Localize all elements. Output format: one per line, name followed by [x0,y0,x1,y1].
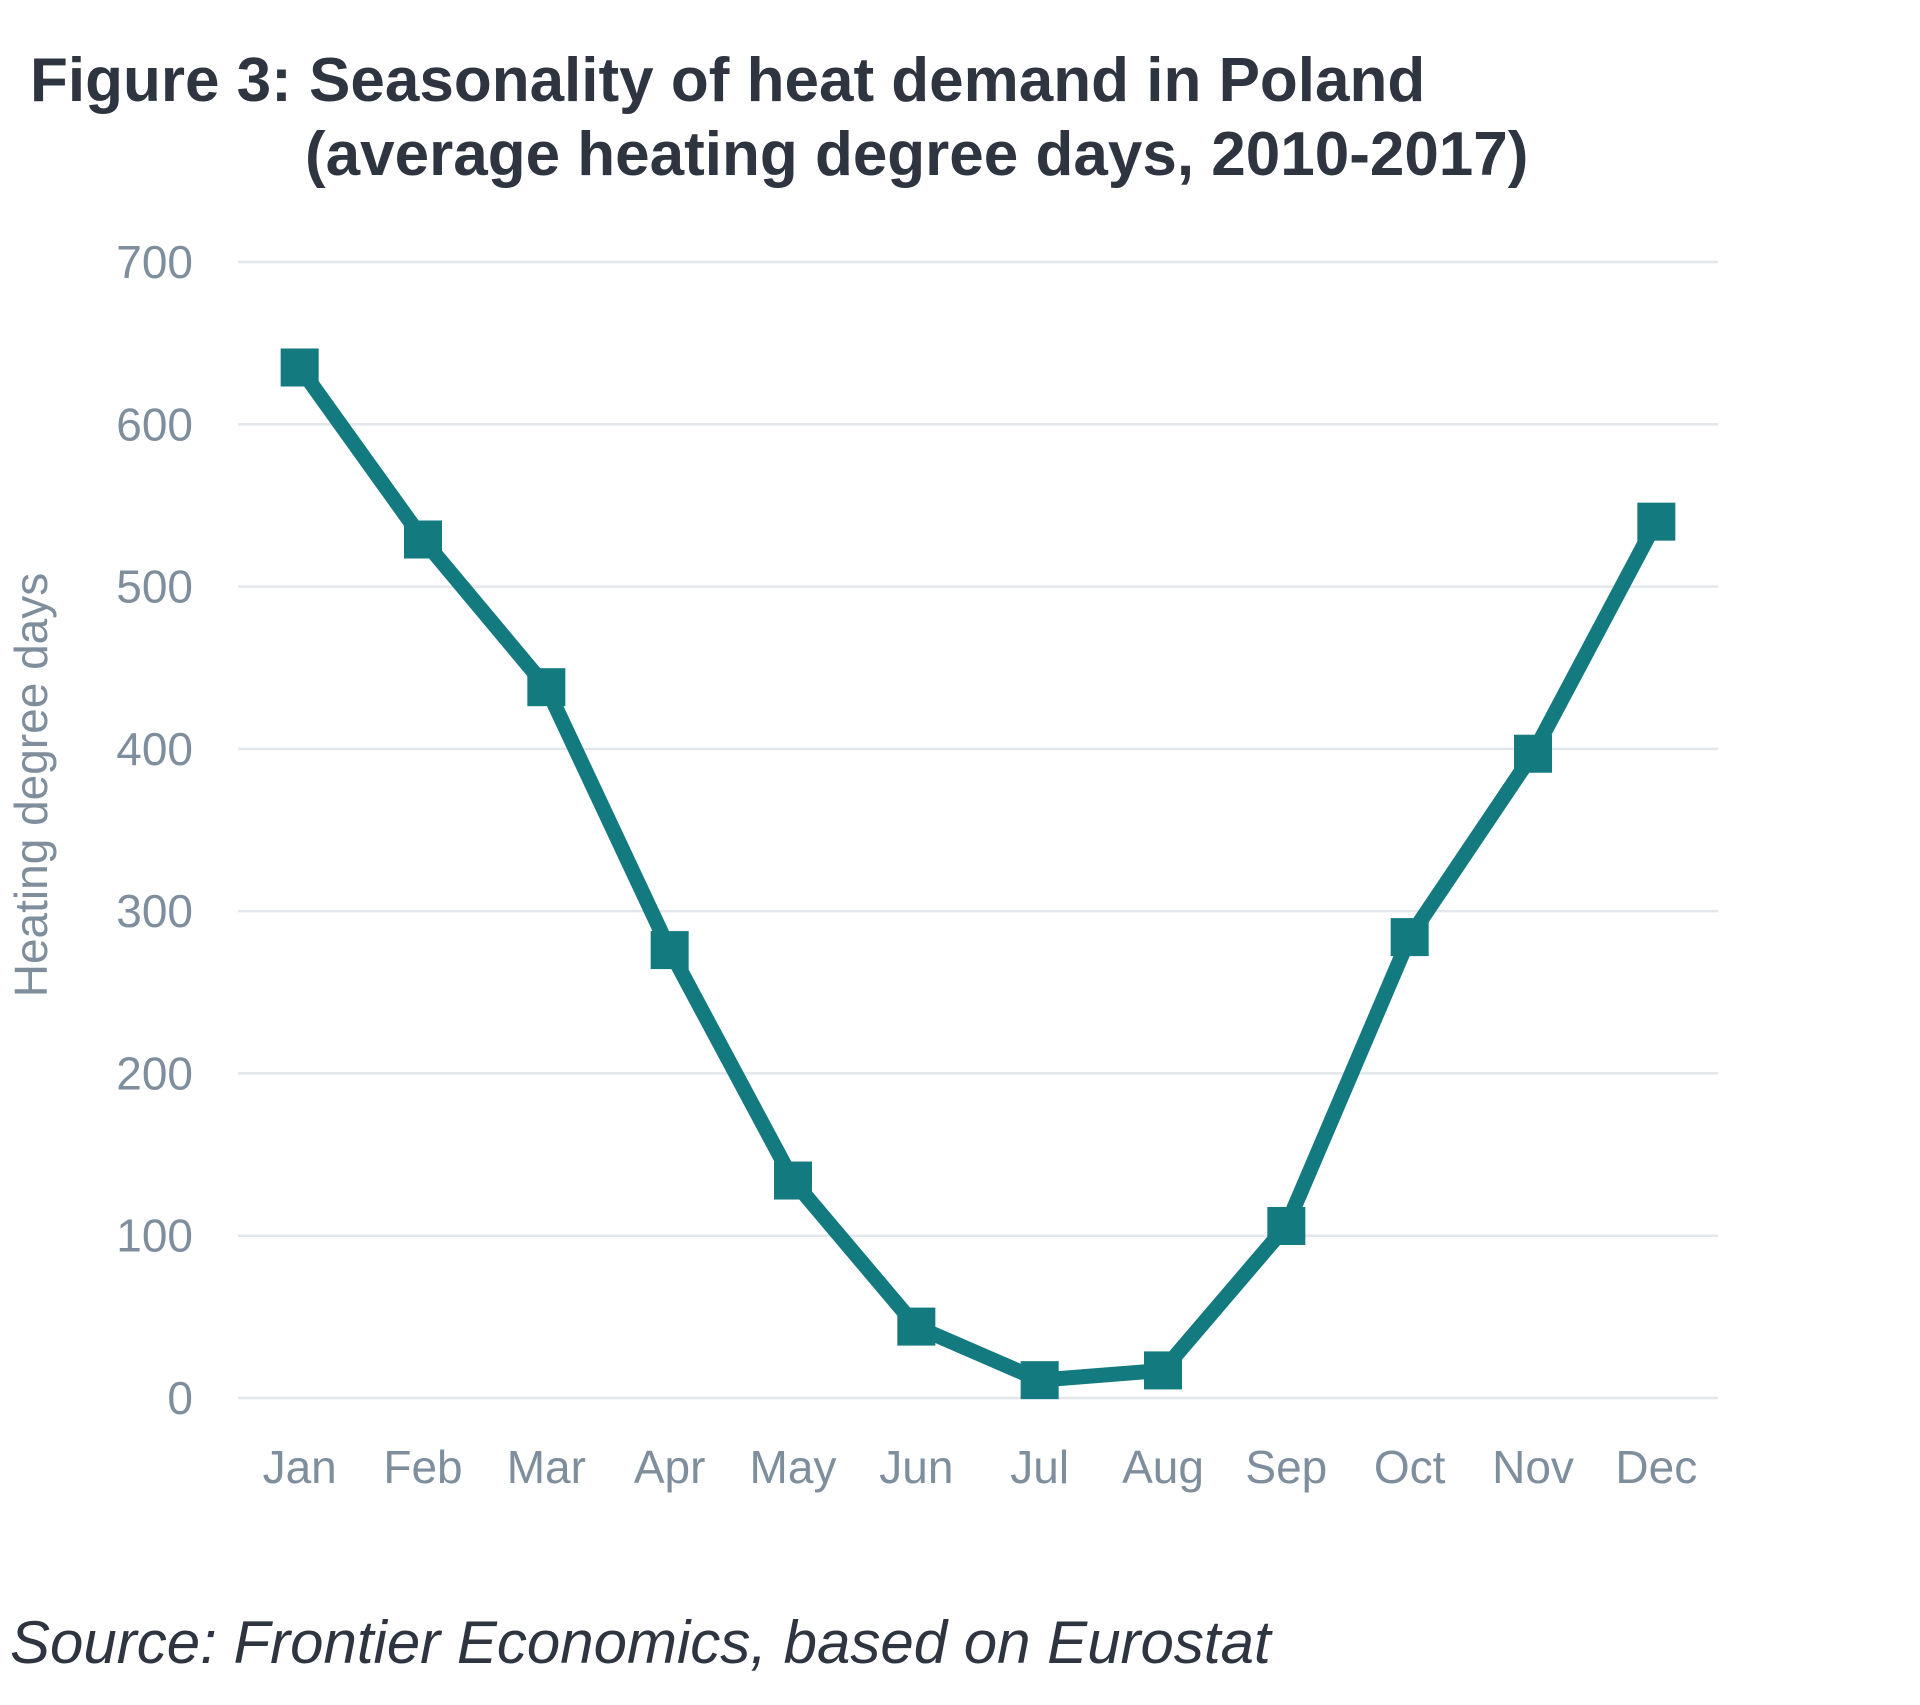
data-point-marker [650,931,689,970]
data-point-marker [1020,1361,1059,1400]
x-tick-label: Oct [1374,1441,1446,1493]
data-point-marker [897,1307,936,1346]
x-tick-label: Feb [383,1441,462,1493]
x-axis-tick-labels: Jan Feb Mar Apr May Jun Jul Aug Sep Oct Nov Dec [263,1441,1698,1493]
x-tick-label: Jan [263,1441,337,1493]
y-tick-label: 600 [116,398,193,450]
data-point-marker [404,520,442,559]
series-line [293,363,1663,1388]
data-point-marker [1390,918,1429,957]
y-axis-title: Heating degree days [5,573,57,998]
y-tick-label: 700 [116,236,193,288]
x-tick-label: Jul [1010,1441,1069,1493]
data-point-marker [774,1161,812,1200]
y-tick-label: 400 [116,723,193,775]
y-axis-tick-labels: 0 100 200 300 400 500 600 700 [116,236,193,1424]
data-point-marker [1637,502,1676,541]
data-point-marker [1514,734,1552,773]
data-point-marker [1267,1206,1306,1245]
series-layer [280,348,1676,1400]
y-tick-label: 100 [116,1210,193,1262]
x-tick-label: Sep [1245,1441,1327,1493]
y-tick-label: 0 [167,1372,193,1424]
gridlines [238,260,1718,1400]
chart-title-line-1: Figure 3: Seasonality of heat demand in … [30,46,1426,115]
x-tick-label: Mar [507,1441,586,1493]
y-tick-label: 300 [116,885,193,937]
chart-title-line-2: (average heating degree days, 2010-2017) [305,120,1529,189]
x-tick-label: Jun [879,1441,953,1493]
y-tick-label: 200 [116,1047,193,1099]
x-tick-label: Dec [1615,1441,1697,1493]
source-note: Source: Frontier Economics, based on Eur… [10,1609,1271,1676]
x-tick-label: Nov [1492,1441,1574,1493]
data-point-marker [1144,1351,1182,1390]
x-tick-label: Aug [1122,1441,1204,1493]
x-tick-label: Apr [634,1441,706,1493]
data-point-marker [527,668,566,707]
x-tick-label: May [750,1441,837,1493]
data-point-marker [280,348,319,387]
chart-title: Figure 3: Seasonality of heat demand in … [30,44,1528,192]
y-tick-label: 500 [116,561,193,613]
